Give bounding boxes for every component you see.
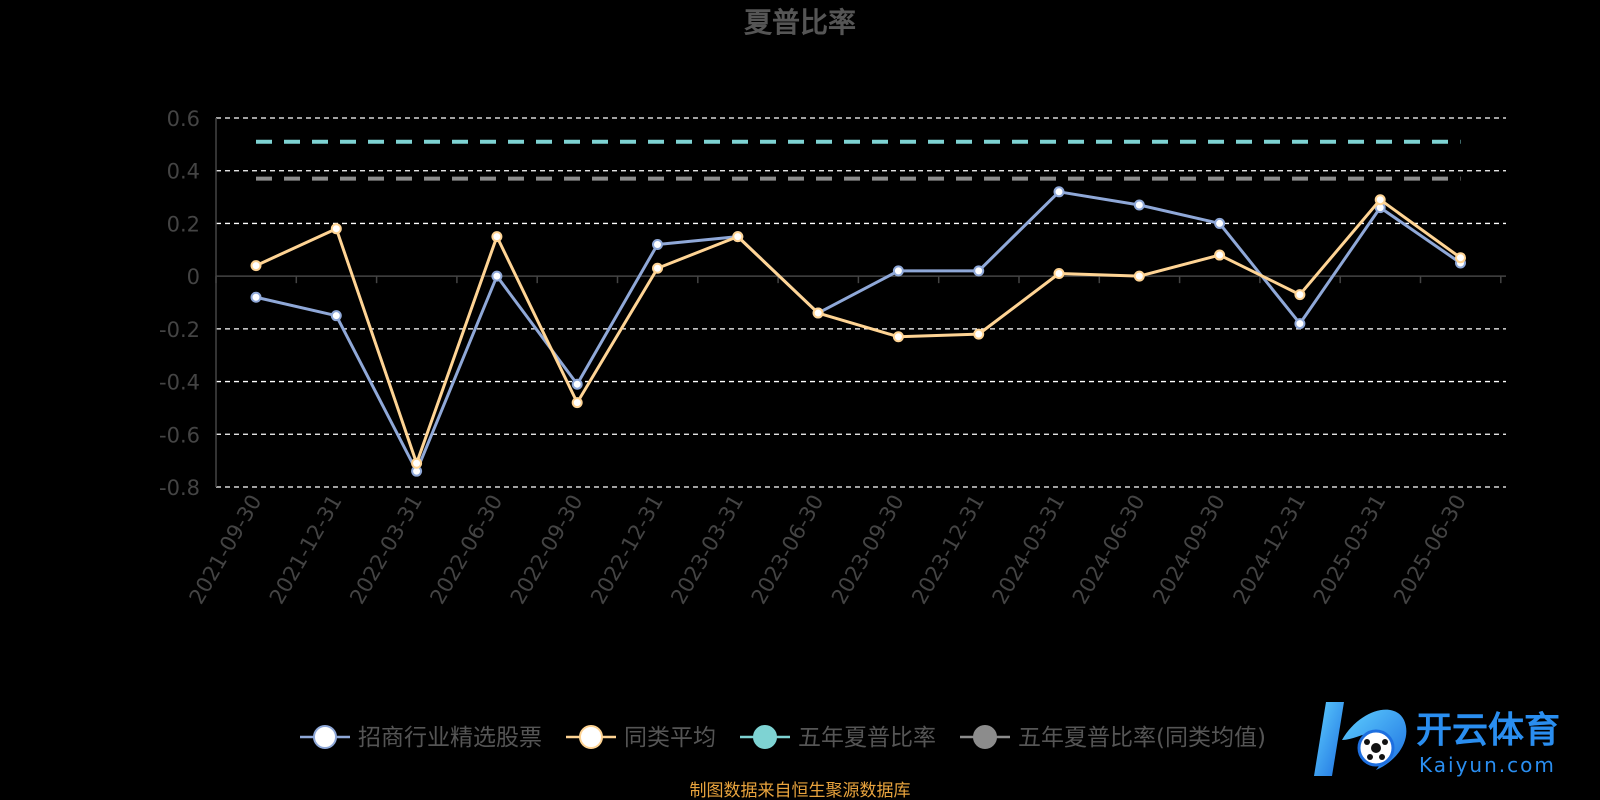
x-tick-label: 2023-12-31 bbox=[907, 490, 989, 608]
legend-label: 招商行业精选股票 bbox=[358, 725, 542, 751]
data-point bbox=[330, 223, 342, 235]
data-point bbox=[491, 270, 503, 282]
data-point bbox=[1294, 289, 1306, 301]
legend-marker bbox=[579, 725, 603, 749]
x-tick-label: 2022-06-30 bbox=[425, 491, 507, 609]
legend-label: 五年夏普比率 bbox=[798, 725, 936, 751]
data-point bbox=[892, 331, 904, 343]
x-tick-label: 2024-03-31 bbox=[988, 491, 1070, 609]
data-point bbox=[1133, 270, 1145, 282]
y-tick-label: 0 bbox=[187, 265, 200, 289]
legend-item-2[interactable]: 五年夏普比率 bbox=[740, 725, 936, 751]
legend-item-1[interactable]: 同类平均 bbox=[566, 725, 716, 751]
x-tick-label: 2023-09-30 bbox=[827, 491, 909, 609]
x-tick-label: 2021-12-31 bbox=[265, 491, 347, 609]
legend-item-0[interactable]: 招商行业精选股票 bbox=[300, 725, 542, 751]
legend-marker bbox=[973, 725, 997, 749]
data-point bbox=[1214, 217, 1226, 229]
data-point bbox=[491, 231, 503, 243]
data-point bbox=[1374, 194, 1386, 206]
x-tick-label: 2025-06-30 bbox=[1389, 491, 1471, 609]
x-tick-label: 2025-03-31 bbox=[1309, 491, 1391, 609]
series-line-1 bbox=[255, 198, 1462, 465]
kaiyun-watermark: 开云体育 Kaiyun.com bbox=[1304, 690, 1594, 790]
data-point bbox=[411, 457, 423, 469]
x-tick-label: 2024-12-31 bbox=[1228, 491, 1310, 609]
legend-marker bbox=[753, 725, 777, 749]
y-tick-label: 0.4 bbox=[167, 160, 200, 184]
data-point bbox=[973, 265, 985, 277]
watermark-site: Kaiyun.com bbox=[1419, 753, 1556, 777]
legend-marker bbox=[313, 725, 337, 749]
data-point bbox=[1053, 186, 1065, 198]
data-point bbox=[652, 262, 663, 274]
x-tick-label: 2022-03-31 bbox=[345, 490, 427, 608]
y-tick-label: 0.2 bbox=[167, 212, 200, 236]
legend-item-3[interactable]: 五年夏普比率(同类均值) bbox=[960, 725, 1266, 751]
data-point bbox=[250, 260, 262, 272]
x-tick-label: 2023-03-31 bbox=[666, 491, 748, 609]
watermark-brand: 开云体育 bbox=[1416, 710, 1560, 751]
grid-lines bbox=[216, 117, 1506, 488]
x-tick-label: 2023-06-30 bbox=[747, 491, 829, 609]
chart-title: 夏普比率 bbox=[744, 6, 856, 39]
data-point bbox=[1294, 318, 1306, 330]
data-point bbox=[1455, 252, 1466, 264]
data-point bbox=[732, 231, 744, 243]
legend-label: 同类平均 bbox=[624, 725, 716, 751]
y-tick-label: -0.8 bbox=[159, 476, 200, 500]
data-point bbox=[973, 328, 985, 340]
kaiyun-logo-icon bbox=[1314, 702, 1407, 776]
data-point bbox=[1133, 199, 1145, 211]
legend-label: 五年夏普比率(同类均值) bbox=[1018, 725, 1266, 751]
y-tick-label: -0.6 bbox=[159, 423, 200, 447]
x-tick-label: 2024-09-30 bbox=[1148, 491, 1230, 609]
x-tick-label: 2022-12-31 bbox=[586, 491, 668, 609]
data-point bbox=[1053, 268, 1065, 280]
data-point bbox=[571, 378, 583, 390]
data-point bbox=[330, 310, 342, 322]
axes: 0.6 0.4 0.2 0 -0.2 -0.4 -0.6 -0.82021-09-302021… bbox=[159, 107, 1506, 608]
data-point bbox=[892, 265, 904, 277]
x-tick-label: 2022-09-30 bbox=[506, 491, 588, 609]
y-tick-label: -0.4 bbox=[159, 371, 200, 395]
y-tick-label: 0.6 bbox=[167, 107, 200, 131]
data-source-note: 制图数据来自恒生聚源数据库 bbox=[690, 781, 911, 800]
series-lines bbox=[250, 139, 1466, 477]
legend[interactable]: 招商行业精选股票 同类平均 五年夏普比率 五年夏普比率(同类均值) bbox=[300, 725, 1266, 751]
data-point bbox=[652, 239, 663, 251]
data-point bbox=[812, 307, 824, 319]
x-tick-label: 2024-06-30 bbox=[1068, 491, 1150, 609]
data-point bbox=[250, 291, 262, 303]
data-point bbox=[571, 397, 583, 409]
y-tick-label: -0.2 bbox=[159, 318, 200, 342]
series-line-0 bbox=[255, 190, 1462, 473]
data-point bbox=[1214, 249, 1226, 261]
x-tick-label: 2021-09-30 bbox=[185, 491, 267, 609]
